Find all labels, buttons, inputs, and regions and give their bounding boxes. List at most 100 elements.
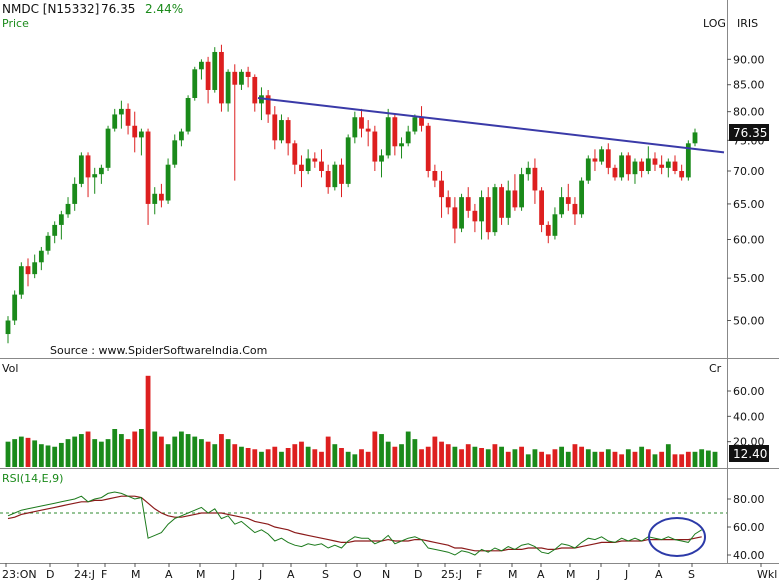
candle-body	[239, 71, 244, 85]
volume-bar	[92, 439, 98, 467]
candle-body	[5, 320, 11, 335]
candle-body	[605, 149, 611, 168]
candle-body	[58, 214, 64, 225]
volume-bar	[345, 451, 351, 467]
volume-bar	[619, 454, 625, 467]
candle-body	[559, 197, 565, 215]
candle-body	[279, 120, 284, 141]
candle-body	[512, 190, 518, 208]
candle-body	[125, 108, 131, 126]
candle-body	[485, 197, 491, 233]
volume-bar	[145, 375, 151, 467]
time-tick-label: F	[476, 568, 482, 581]
volume-bar	[512, 449, 518, 467]
volume-bar	[319, 451, 324, 467]
volume-bar	[485, 449, 491, 467]
candle-body	[245, 71, 251, 77]
candle-body	[45, 235, 51, 251]
price-last-box	[729, 124, 769, 141]
volume-bar	[385, 441, 391, 467]
candle-body	[399, 143, 404, 147]
volume-bar	[58, 442, 64, 467]
volume-bar	[312, 449, 318, 467]
candle-body	[219, 51, 224, 104]
volume-bar	[199, 439, 204, 467]
volume-bar	[25, 437, 31, 467]
log-button[interactable]: LOG	[703, 17, 726, 30]
candle-body	[459, 197, 464, 229]
volume-bar	[252, 449, 258, 467]
volume-bar	[305, 446, 311, 467]
candle-body	[639, 161, 645, 171]
candle-body	[372, 131, 378, 162]
candle-body	[305, 158, 311, 171]
volume-bar	[412, 439, 418, 467]
volume-bar	[652, 454, 658, 467]
time-tick-label: J	[231, 568, 235, 581]
volume-bar	[539, 451, 544, 467]
price-tick-label: 70.00	[733, 165, 765, 178]
candle-body	[272, 114, 278, 141]
rsi-tick-label: 60.00	[733, 521, 765, 534]
candle-body	[519, 174, 524, 208]
candle-body	[138, 131, 144, 138]
volume-bar	[572, 444, 578, 467]
candle-body	[465, 197, 471, 211]
volume-bar	[465, 444, 471, 467]
volume-bar	[279, 451, 284, 467]
volume-bar	[519, 446, 524, 467]
volume-bar	[432, 436, 438, 467]
volume-bar	[472, 446, 478, 467]
volume-bar	[72, 436, 78, 467]
volume-bar	[585, 449, 591, 467]
candle-body	[425, 125, 431, 171]
candle-body	[692, 132, 698, 144]
volume-bar	[359, 449, 364, 467]
candle-body	[499, 187, 504, 218]
volume-bar	[645, 449, 651, 467]
candle-body	[185, 97, 191, 132]
time-tick-label: A	[287, 568, 295, 581]
volume-bar	[579, 446, 585, 467]
candle-body	[18, 266, 24, 295]
candle-body	[312, 158, 318, 162]
volume-bar	[219, 434, 224, 467]
volume-bar	[379, 434, 384, 467]
volume-bar	[325, 436, 331, 467]
candle-body	[325, 170, 331, 188]
time-tick-label: A	[537, 568, 545, 581]
volume-bar	[18, 436, 24, 467]
candle-body	[539, 190, 544, 225]
candle-body	[352, 117, 358, 138]
candle-body	[132, 125, 138, 138]
candle-body	[98, 167, 104, 175]
candle-body	[32, 262, 38, 275]
volume-bar	[265, 449, 271, 467]
candle-body	[472, 210, 478, 222]
volume-bar	[185, 434, 191, 467]
volume-bar	[65, 439, 71, 467]
candle-body	[192, 69, 198, 98]
volume-bar	[445, 444, 451, 467]
time-tick-label: J	[596, 568, 600, 581]
candle-body	[652, 158, 658, 165]
volume-bar	[205, 441, 211, 467]
candle-body	[592, 158, 598, 162]
price-tick-label: 65.00	[733, 198, 765, 211]
volume-bar	[285, 448, 291, 467]
volume-bar	[212, 444, 218, 467]
iris-button[interactable]: IRIS	[737, 17, 758, 30]
volume-bar	[38, 444, 44, 467]
panel-frames	[0, 0, 779, 564]
time-tick-label: J	[258, 568, 262, 581]
volume-bars	[5, 375, 718, 467]
candle-body	[319, 161, 324, 171]
symbol-label: NMDC [N15332]	[2, 2, 99, 16]
candle-body	[145, 131, 151, 204]
volume-bar	[639, 446, 645, 467]
volume-bar	[245, 448, 251, 467]
volume-bar	[659, 451, 665, 467]
volume-title: Vol	[2, 362, 18, 375]
rsi-tick-label: 80.00	[733, 493, 765, 506]
volume-bar	[459, 449, 464, 467]
